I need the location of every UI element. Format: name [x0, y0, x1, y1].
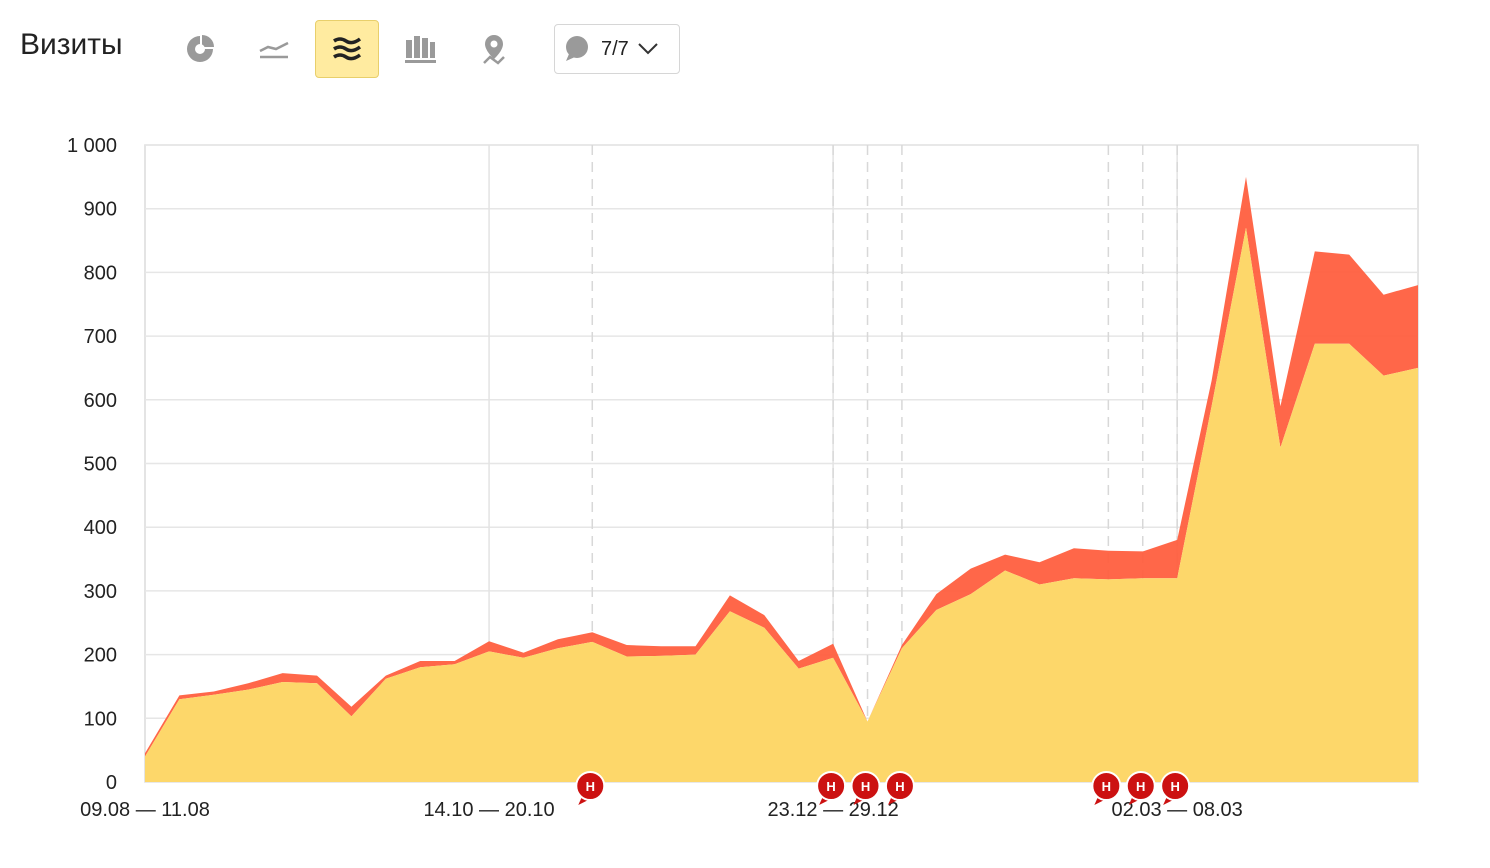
- y-tick-label: 1 000: [67, 135, 117, 157]
- map-button[interactable]: [462, 20, 526, 78]
- y-tick-label: 500: [84, 454, 117, 476]
- y-tick-label: 800: [84, 262, 117, 284]
- line-chart-button[interactable]: [242, 20, 306, 78]
- annotation-marker-label: Н: [826, 779, 835, 794]
- comment-icon: [566, 36, 588, 61]
- y-tick-label: 300: [84, 581, 117, 603]
- annotation-marker: [1091, 771, 1122, 801]
- annotation-marker: [1160, 771, 1191, 801]
- annotation-marker-label: Н: [1170, 779, 1179, 794]
- annotation-marker-label: Н: [861, 779, 870, 794]
- series-top-area: [145, 176, 1418, 757]
- y-tick-label: 200: [84, 645, 117, 667]
- chevron-down-icon: [638, 43, 658, 55]
- y-tick-label: 400: [84, 517, 117, 539]
- y-tick-label: 0: [106, 772, 117, 794]
- annotation-marker: [884, 771, 915, 801]
- map-icon: [483, 35, 505, 65]
- bar-chart-icon: [405, 36, 436, 63]
- line-chart-icon: [259, 41, 289, 59]
- y-tick-label: 100: [84, 708, 117, 730]
- area-chart-icon: [333, 37, 362, 61]
- annotation-marker: [850, 771, 881, 801]
- series-base-area: [145, 227, 1418, 783]
- x-tick-label: 02.03 — 08.03: [1112, 799, 1243, 821]
- annotation-marker-label: Н: [1136, 779, 1145, 794]
- pie-chart-icon: [187, 35, 214, 62]
- annotation-marker-label: Н: [586, 779, 595, 794]
- annotation-marker: [1125, 771, 1156, 801]
- pie-chart-button[interactable]: [168, 20, 232, 78]
- x-tick-label: 23.12 — 29.12: [767, 799, 898, 821]
- annotation-marker-label: Н: [895, 779, 904, 794]
- notes-count: 7/7: [601, 37, 629, 60]
- y-tick-label: 700: [84, 326, 117, 348]
- y-tick-label: 900: [84, 199, 117, 221]
- x-tick-label: 14.10 — 20.10: [423, 799, 554, 821]
- annotation-marker: [575, 771, 606, 801]
- annotation-marker: [816, 771, 847, 801]
- area-chart-button[interactable]: [315, 20, 379, 78]
- bar-chart-button[interactable]: [388, 20, 452, 78]
- page-title: Визиты: [20, 28, 123, 61]
- y-tick-label: 600: [84, 390, 117, 412]
- x-tick-label: 09.08 — 11.08: [80, 799, 210, 821]
- annotation-marker-label: Н: [1102, 779, 1111, 794]
- notes-dropdown[interactable]: 7/7: [554, 24, 680, 74]
